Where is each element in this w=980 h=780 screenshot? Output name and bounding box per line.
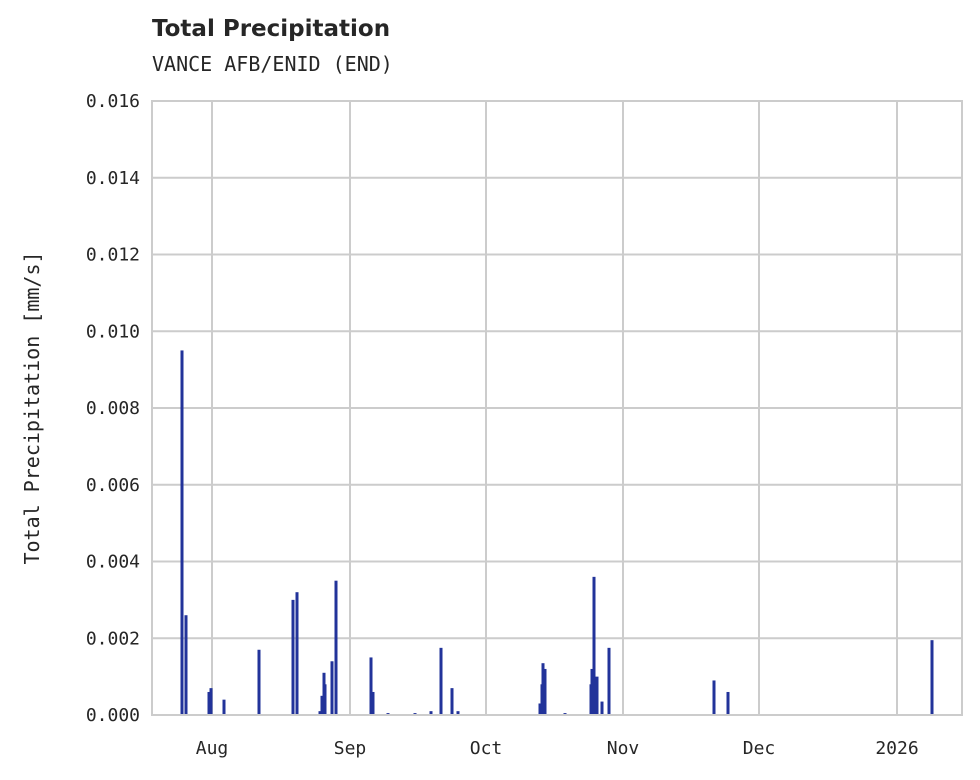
precip-bar (369, 657, 373, 715)
precip-bar (541, 663, 545, 715)
precip-bar (323, 684, 327, 715)
y-tick-label: 0.012 (86, 245, 140, 266)
precip-bar (209, 688, 213, 715)
chart-subtitle: VANCE AFB/ENID (END) (152, 52, 393, 76)
precip-bar (222, 699, 226, 715)
y-tick-label: 0.008 (86, 398, 140, 419)
precip-bar (295, 592, 299, 715)
precip-bar (429, 711, 433, 715)
plot-frame (151, 100, 963, 716)
x-tick-label: Dec (743, 738, 776, 759)
precip-bar (592, 576, 596, 715)
precip-bar (450, 688, 454, 715)
precip-bar (371, 691, 375, 715)
x-tick-label: 2026 (875, 738, 918, 759)
x-axis-ticks: Aug Sep Oct Nov Dec 2026 (196, 738, 919, 759)
y-tick-label: 0.016 (86, 91, 140, 112)
x-tick-label: Nov (607, 738, 640, 759)
precip-bar (595, 676, 599, 715)
precip-bar (184, 615, 188, 715)
y-tick-label: 0.004 (86, 552, 140, 573)
y-tick-label: 0.010 (86, 321, 140, 342)
precip-bar (600, 701, 604, 715)
precip-bar (538, 703, 542, 715)
precip-bar (590, 668, 594, 715)
grid-lines (152, 100, 962, 716)
precip-bar (318, 711, 322, 715)
chart-title: Total Precipitation (152, 16, 391, 42)
precip-bar (726, 691, 730, 715)
precip-bar (456, 711, 460, 715)
y-tick-label: 0.002 (86, 628, 140, 649)
x-tick-label: Aug (196, 738, 229, 759)
precip-bar (930, 640, 934, 715)
y-tick-label: 0.000 (86, 705, 140, 726)
x-tick-label: Sep (334, 738, 367, 759)
precip-bar (320, 695, 324, 715)
precip-bar (439, 647, 443, 715)
y-axis-ticks: 0.000 0.002 0.004 0.006 0.008 0.010 0.012 0.014… (86, 91, 140, 726)
precip-bar (543, 668, 547, 715)
precip-bar (180, 350, 184, 715)
precip-bar (257, 649, 261, 715)
precip-bar (334, 580, 338, 715)
x-tick-label: Oct (470, 738, 503, 759)
precip-bar (330, 661, 334, 715)
precip-bar (712, 680, 716, 715)
precip-bar (207, 691, 211, 715)
y-tick-label: 0.014 (86, 168, 140, 189)
y-tick-label: 0.006 (86, 475, 140, 496)
precip-bar (607, 647, 611, 715)
precip-bar (291, 599, 295, 715)
data-bars (180, 350, 934, 715)
